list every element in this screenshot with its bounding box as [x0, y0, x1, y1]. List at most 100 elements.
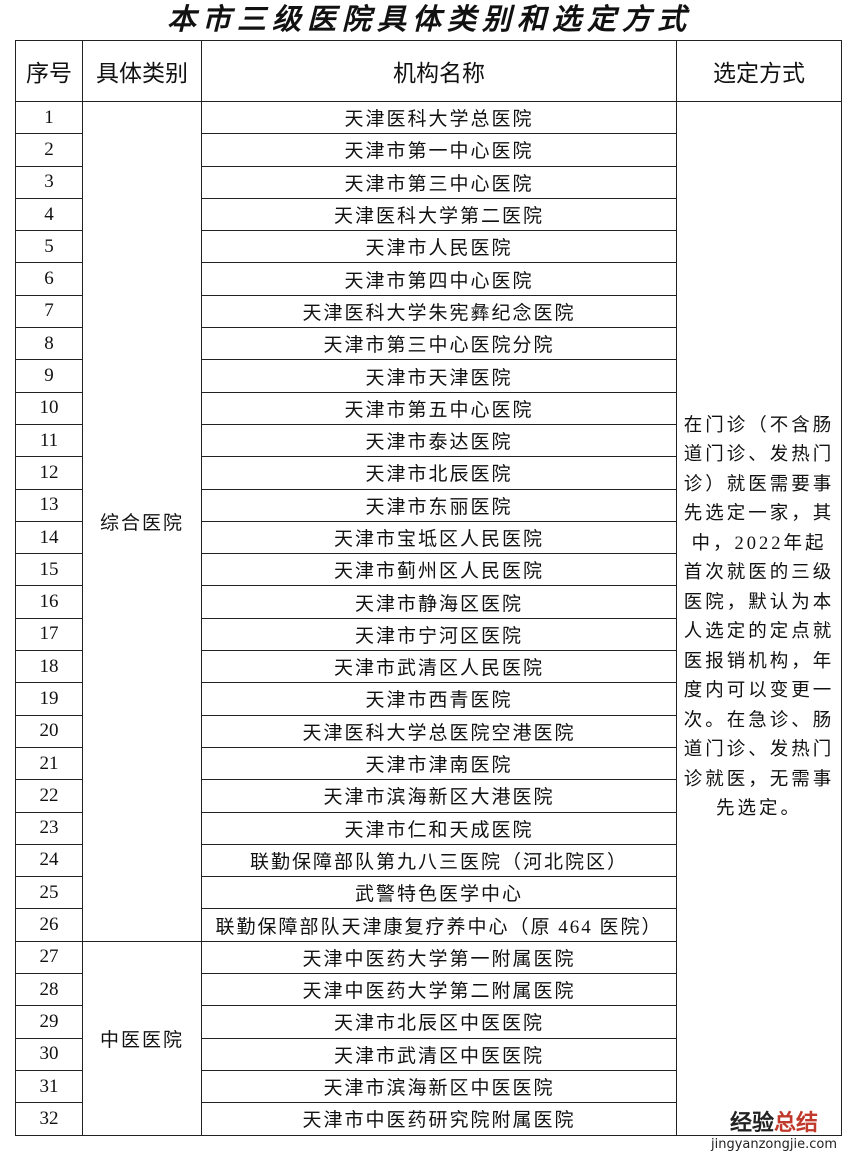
row-number: 27 [15, 940, 83, 975]
table-row: 17 天津市宁河区医院 [15, 617, 842, 652]
institution-name: 天津医科大学总医院 [201, 100, 677, 135]
institution-name: 天津医科大学总医院空港医院 [201, 714, 677, 748]
row-number: 21 [15, 746, 83, 781]
table-row: 1 综合医院 天津医科大学总医院 在门诊（不含肠道门诊、发热门诊）就医需要事先选定一家… [15, 100, 842, 1136]
institution-name: 天津市仁和天成医院 [201, 811, 677, 845]
table-row: 20 天津医科大学总医院空港医院 [15, 714, 842, 748]
row-number: 13 [15, 488, 83, 522]
institution-name: 武警特色医学中心 [201, 876, 677, 910]
institution-name: 联勤保障部队第九八三医院（河北院区） [201, 843, 677, 878]
table-row: 30 天津市武清区中医医院 [15, 1037, 842, 1071]
table-row: 5 天津市人民医院 [15, 230, 842, 264]
page-title: 本市三级医院具体类别和选定方式 [166, 4, 692, 36]
institution-name: 天津中医药大学第二附属医院 [201, 973, 677, 1007]
row-number: 12 [15, 456, 83, 490]
institution-name: 天津市武清区中医医院 [201, 1037, 677, 1071]
institution-name: 天津市第三中心医院分院 [201, 327, 677, 361]
table-row: 13 天津市东丽医院 [15, 488, 842, 522]
table-row: 15 天津市蓟州区人民医院 [15, 553, 842, 587]
watermark-url: jingyanzongjie.com [710, 1137, 837, 1152]
institution-name: 联勤保障部队天津康复疗养中心（原 464 医院） [201, 908, 677, 942]
institution-name: 天津中医药大学第一附属医院 [201, 940, 677, 975]
institution-name: 天津市宝坻区人民医院 [201, 520, 677, 555]
table-row: 23 天津市仁和天成医院 [15, 811, 842, 845]
row-number: 3 [15, 165, 83, 199]
row-number: 30 [15, 1037, 83, 1071]
watermark-brand-red: 总结 [773, 1111, 818, 1136]
table-row: 4 天津医科大学第二医院 [15, 197, 842, 232]
row-number: 15 [15, 553, 83, 587]
institution-name: 天津市中医药研究院附属医院 [201, 1102, 677, 1136]
table-row: 11 天津市泰达医院 [15, 423, 842, 458]
selection-method-cell: 在门诊（不含肠道门诊、发热门诊）就医需要事先选定一家，其中，2022年起首次就医… [676, 101, 842, 1136]
table-row: 24 联勤保障部队第九八三医院（河北院区） [15, 843, 842, 878]
watermark-brand-dark: 经验 [729, 1111, 774, 1136]
table-row: 18 天津市武清区人民医院 [15, 650, 842, 684]
table-row: 6 天津市第四中心医院 [15, 262, 842, 296]
header-name: 机构名称 [201, 40, 677, 102]
row-number: 20 [15, 714, 83, 748]
table-row: 7 天津医科大学朱宪彝纪念医院 [15, 294, 842, 329]
table-row: 14 天津市宝坻区人民医院 [15, 520, 842, 555]
institution-name: 天津市滨海新区中医医院 [201, 1069, 677, 1104]
institution-name: 天津市天津医院 [201, 359, 677, 393]
institution-name: 天津市第四中心医院 [201, 262, 677, 296]
institution-name: 天津市宁河区医院 [201, 617, 677, 652]
institution-name: 天津市人民医院 [201, 230, 677, 264]
row-number: 11 [15, 423, 83, 458]
institution-name: 天津医科大学朱宪彝纪念医院 [201, 294, 677, 329]
row-number: 19 [15, 682, 83, 716]
institution-name: 天津市静海区医院 [201, 585, 677, 619]
row-number: 4 [15, 197, 83, 232]
row-number: 26 [15, 908, 83, 942]
row-number: 28 [15, 973, 83, 1007]
row-number: 8 [15, 327, 83, 361]
table-row: 32 天津市中医药研究院附属医院 [15, 1102, 842, 1136]
table-row: 9 天津市天津医院 [15, 359, 842, 393]
category-cell: 中医医院 [82, 940, 202, 1136]
table-row: 29 天津市北辰区中医医院 [15, 1005, 842, 1039]
row-number: 24 [15, 843, 83, 878]
institution-name: 天津市津南医院 [201, 746, 677, 781]
category-cell: 综合医院 [82, 101, 202, 942]
table-row: 27 中医医院 天津中医药大学第一附属医院 [15, 940, 842, 1136]
row-number: 10 [15, 391, 83, 425]
row-number: 2 [15, 133, 83, 167]
header-category: 具体类别 [82, 40, 202, 102]
table-row: 28 天津中医药大学第二附属医院 [15, 973, 842, 1007]
header-method: 选定方式 [676, 40, 842, 102]
hospital-table: 序号 具体类别 机构名称 选定方式 1 综合医院 天津医科大学总医院 在门诊（不含肠道… [15, 40, 842, 1136]
row-number: 5 [15, 230, 83, 264]
watermark-logo: 经验总结 jingyanzongjie.com [711, 1105, 837, 1152]
institution-name: 天津市第五中心医院 [201, 391, 677, 425]
table-row: 12 天津市北辰医院 [15, 456, 842, 490]
institution-name: 天津市北辰医院 [201, 456, 677, 490]
table-row: 16 天津市静海区医院 [15, 585, 842, 619]
row-number: 16 [15, 585, 83, 619]
row-number: 14 [15, 520, 83, 555]
institution-name: 天津市第三中心医院 [201, 165, 677, 199]
row-number: 31 [15, 1069, 83, 1104]
row-number: 9 [15, 359, 83, 393]
row-number: 6 [15, 262, 83, 296]
table-row: 22 天津市滨海新区大港医院 [15, 779, 842, 813]
row-number: 23 [15, 811, 83, 845]
institution-name: 天津市北辰区中医医院 [201, 1005, 677, 1039]
table-row: 21 天津市津南医院 [15, 746, 842, 781]
institution-name: 天津市武清区人民医院 [201, 650, 677, 684]
institution-name: 天津市第一中心医院 [201, 133, 677, 167]
row-number: 17 [15, 617, 83, 652]
header-no: 序号 [15, 40, 83, 102]
table-body: 1 综合医院 天津医科大学总医院 在门诊（不含肠道门诊、发热门诊）就医需要事先选定一家… [15, 100, 842, 1136]
row-number: 29 [15, 1005, 83, 1039]
row-number: 22 [15, 779, 83, 813]
institution-name: 天津市西青医院 [201, 682, 677, 716]
table-header-row: 序号 具体类别 机构名称 选定方式 [15, 40, 842, 102]
table-row: 3 天津市第三中心医院 [15, 165, 842, 199]
institution-name: 天津市滨海新区大港医院 [201, 779, 677, 813]
row-number: 1 [15, 100, 83, 135]
row-number: 18 [15, 650, 83, 684]
row-number: 7 [15, 294, 83, 329]
institution-name: 天津医科大学第二医院 [201, 197, 677, 232]
row-number: 32 [15, 1102, 83, 1136]
